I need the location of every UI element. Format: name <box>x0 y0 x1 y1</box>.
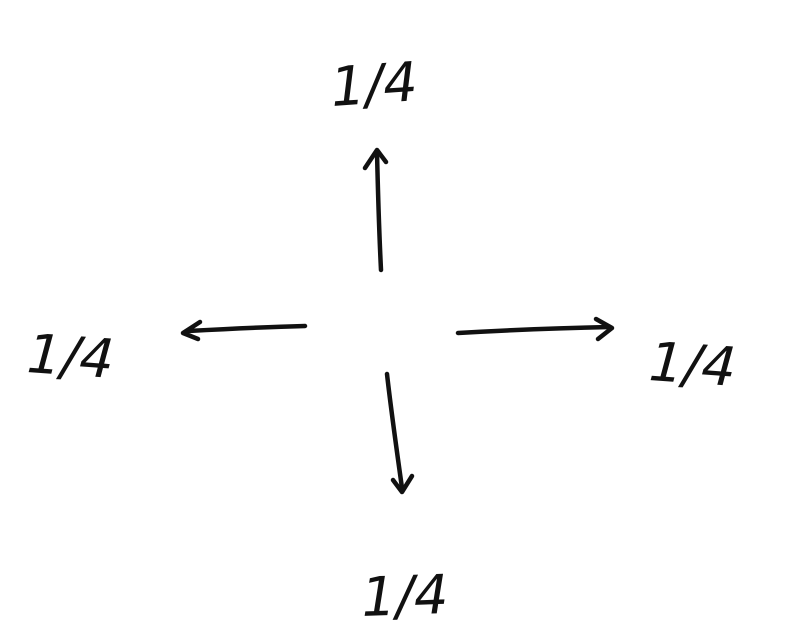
arrow-up-head <box>362 147 389 171</box>
arrow-down-head <box>390 473 415 495</box>
label-up: 1/4 <box>329 50 420 119</box>
arrow-down-shaft <box>384 371 405 491</box>
arrow-right-shaft <box>455 324 613 336</box>
arrow-up-shaft <box>374 149 384 273</box>
arrow-down <box>384 371 415 495</box>
arrow-up <box>362 147 389 273</box>
arrow-right <box>455 316 615 342</box>
arrow-left-shaft <box>185 323 308 334</box>
label-down: 1/4 <box>360 563 449 629</box>
label-right: 1/4 <box>647 330 738 399</box>
arrow-left-head <box>180 319 203 342</box>
arrow-right-head <box>593 316 615 342</box>
arrow-left <box>180 319 308 342</box>
label-left: 1/4 <box>25 322 116 391</box>
